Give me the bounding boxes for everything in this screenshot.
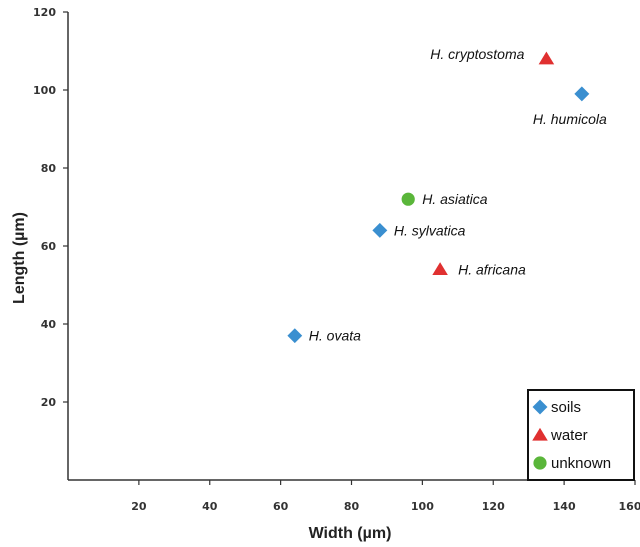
point-label: H. africana	[458, 261, 526, 277]
legend-label-water: water	[550, 427, 588, 444]
point-label: H. asiatica	[422, 191, 488, 207]
y-tick-label: 120	[33, 6, 56, 19]
x-axis-title: Width (µm)	[309, 525, 392, 542]
x-tick-label: 120	[482, 500, 505, 513]
legend-soils-marker	[531, 398, 549, 416]
y-tick-label: 80	[41, 162, 57, 175]
y-tick-label: 20	[41, 396, 57, 409]
legend-label-soils: soils	[551, 399, 581, 416]
legend-label-unknown: unknown	[551, 455, 611, 472]
x-tick-label: 60	[273, 500, 289, 513]
soils-point-marker	[573, 85, 591, 103]
x-ticks: 20 40 60 80 100 120 140 160	[131, 480, 640, 513]
unknown-point-marker	[400, 191, 416, 207]
x-tick-label: 140	[553, 500, 576, 513]
water-point-marker	[430, 260, 450, 276]
x-tick-label: 80	[344, 500, 360, 513]
point-label: H. cryptostoma	[430, 46, 524, 62]
x-tick-label: 160	[619, 500, 640, 513]
point-label: H. humicola	[533, 111, 607, 127]
y-tick-label: 60	[41, 240, 57, 253]
point-label: H. ovata	[309, 328, 361, 344]
soils-point-marker	[371, 221, 389, 239]
legend-unknown-marker	[532, 455, 548, 471]
x-tick-label: 100	[411, 500, 434, 513]
point-label: H. sylvatica	[394, 222, 466, 238]
data-points: H. humicola H. sylvatica H. ovata H. crypto…	[286, 46, 607, 345]
y-tick-label: 100	[33, 84, 56, 97]
y-ticks: 20 40 60 80 100 120	[33, 6, 68, 409]
y-tick-label: 40	[41, 318, 57, 331]
x-tick-label: 20	[131, 500, 147, 513]
y-axis-title: Length (µm)	[11, 212, 28, 304]
x-tick-label: 40	[202, 500, 218, 513]
soils-point-marker	[286, 327, 304, 345]
legend: soils water unknown	[527, 389, 635, 481]
water-point-marker	[537, 50, 556, 66]
legend-water-marker	[530, 426, 550, 442]
